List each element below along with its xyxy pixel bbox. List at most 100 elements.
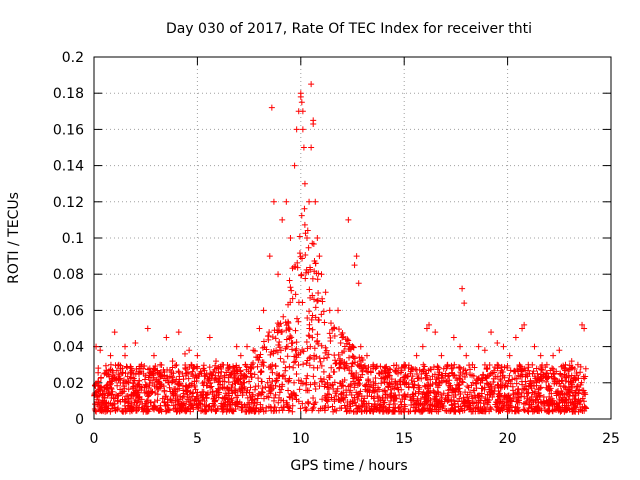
data-point	[267, 351, 274, 358]
data-point	[135, 389, 142, 396]
data-point	[335, 307, 342, 314]
data-point	[133, 393, 140, 400]
data-point	[473, 380, 480, 387]
data-point	[413, 352, 420, 359]
data-point	[574, 383, 581, 390]
data-point	[311, 296, 318, 303]
data-point	[573, 372, 580, 379]
data-point	[304, 235, 311, 241]
data-point	[468, 382, 475, 389]
data-point	[141, 384, 148, 391]
data-point	[491, 384, 498, 391]
data-point	[308, 144, 315, 151]
data-point	[273, 370, 280, 377]
data-point	[338, 331, 345, 338]
data-point	[346, 354, 353, 361]
data-point	[289, 395, 296, 402]
data-point	[351, 399, 358, 406]
data-point	[293, 339, 300, 346]
data-point	[468, 393, 475, 400]
data-point	[192, 386, 199, 393]
data-point	[491, 388, 498, 395]
data-point	[485, 381, 492, 388]
data-point	[463, 403, 470, 410]
data-point	[370, 361, 377, 368]
data-point	[250, 347, 257, 354]
data-point	[265, 384, 272, 391]
data-point	[329, 403, 336, 410]
data-point	[276, 323, 283, 330]
data-point	[173, 362, 180, 369]
data-point	[547, 367, 554, 374]
data-point	[326, 391, 333, 398]
data-point	[231, 378, 238, 385]
data-point	[354, 405, 361, 412]
data-point	[150, 352, 157, 359]
data-point	[201, 373, 208, 380]
data-point	[277, 355, 284, 362]
data-point	[432, 379, 439, 386]
data-point	[188, 361, 195, 368]
data-point	[520, 386, 527, 393]
data-point	[375, 370, 382, 377]
data-point	[169, 358, 176, 365]
data-point	[258, 361, 265, 368]
data-point	[123, 363, 130, 370]
data-point	[324, 379, 331, 386]
data-point	[194, 352, 201, 359]
data-point	[458, 398, 465, 405]
data-point	[288, 334, 295, 341]
data-point	[161, 399, 168, 406]
data-point	[219, 408, 226, 415]
data-point	[266, 329, 273, 336]
data-point	[497, 390, 504, 397]
data-point	[486, 372, 493, 379]
data-point	[269, 369, 276, 376]
data-point	[563, 386, 570, 393]
data-point	[330, 368, 337, 375]
data-point	[108, 391, 115, 398]
data-point	[405, 381, 412, 388]
data-point	[285, 387, 292, 394]
data-point	[409, 397, 416, 404]
data-point	[288, 390, 295, 397]
data-point	[363, 352, 370, 359]
x-tick-label: 20	[499, 431, 517, 447]
data-point	[233, 394, 240, 401]
data-point	[208, 371, 215, 378]
data-point	[208, 383, 215, 390]
data-point	[511, 367, 518, 374]
data-point	[307, 264, 314, 271]
data-point	[155, 370, 162, 377]
data-point	[385, 372, 392, 379]
data-point	[582, 391, 589, 398]
data-point	[566, 362, 573, 369]
data-point	[243, 363, 250, 370]
data-point	[509, 376, 516, 383]
data-point	[337, 339, 344, 346]
data-point	[163, 407, 170, 414]
data-point	[179, 404, 186, 411]
data-point	[108, 395, 115, 401]
data-point	[159, 395, 166, 402]
data-point	[471, 392, 478, 399]
data-point	[531, 406, 538, 413]
data-point	[361, 382, 368, 389]
data-point	[306, 325, 313, 332]
data-point	[250, 405, 257, 412]
data-point	[309, 326, 316, 333]
data-point	[469, 372, 476, 379]
data-point	[502, 393, 509, 400]
data-point	[435, 375, 442, 382]
x-tick-label: 5	[193, 431, 202, 447]
data-point	[494, 373, 501, 380]
data-point	[326, 372, 333, 379]
data-point	[253, 354, 260, 361]
data-point	[116, 375, 123, 382]
data-point	[343, 391, 350, 398]
data-point	[467, 366, 474, 373]
data-point	[309, 240, 316, 247]
data-point	[471, 387, 478, 394]
data-point	[463, 352, 470, 359]
data-point	[345, 383, 352, 390]
